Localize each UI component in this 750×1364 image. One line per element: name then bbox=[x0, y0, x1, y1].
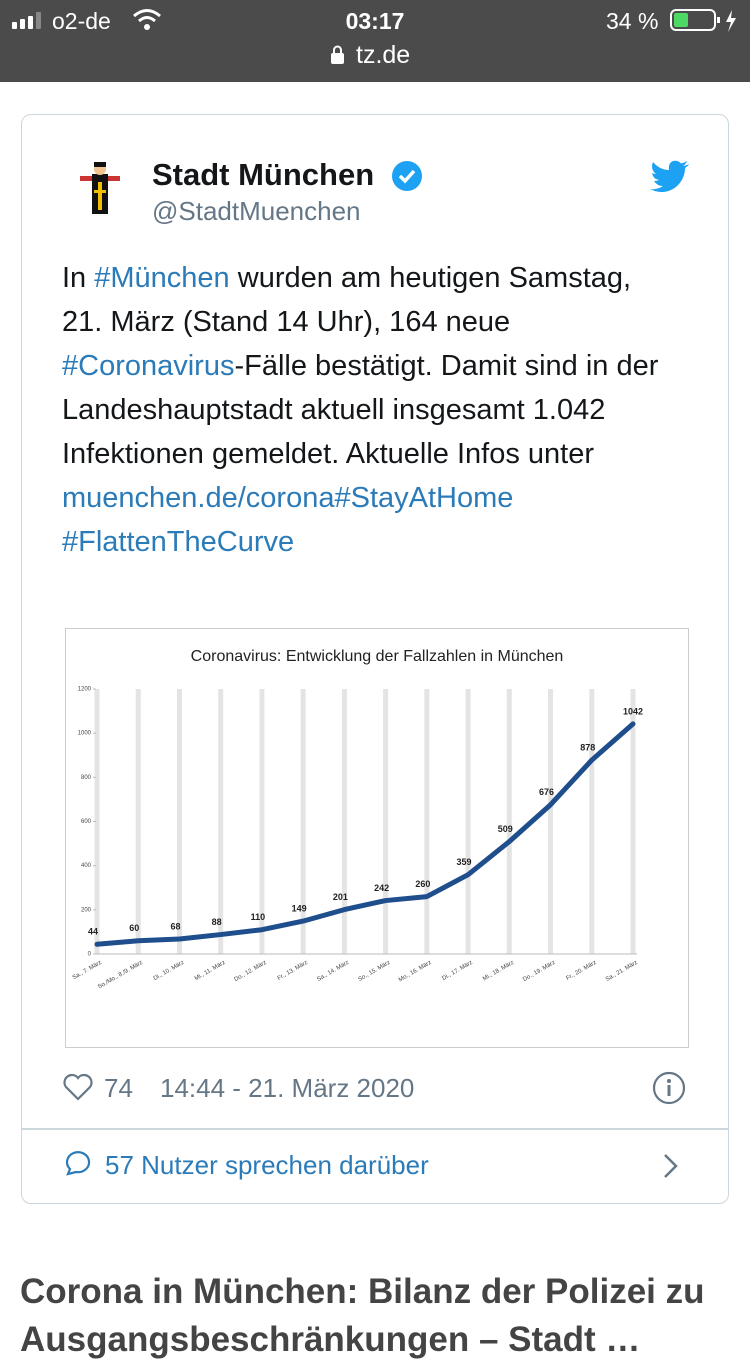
data-label: 242 bbox=[374, 883, 389, 893]
data-label: 110 bbox=[251, 912, 266, 922]
data-label: 44 bbox=[88, 927, 98, 937]
tweet-link[interactable]: #StayAtHome bbox=[334, 482, 514, 514]
timestamp[interactable]: 14:44 - 21. März 2020 bbox=[160, 1073, 415, 1103]
data-label: 676 bbox=[539, 787, 554, 797]
verified-badge bbox=[392, 161, 422, 191]
tweet-card bbox=[21, 114, 729, 1204]
battery-level: 34 % bbox=[606, 8, 659, 34]
y-tick-label: 1000 bbox=[78, 731, 92, 737]
x-tick-label: Sa., 7. März bbox=[72, 960, 103, 981]
data-label: 149 bbox=[292, 903, 307, 913]
avatar[interactable] bbox=[78, 160, 122, 220]
like-icon[interactable] bbox=[62, 1072, 94, 1102]
lock-icon bbox=[331, 45, 344, 64]
data-label: 60 bbox=[129, 923, 139, 933]
tweet-text-part: wurden am heutigen Samstag, 21. März (St… bbox=[62, 262, 632, 338]
data-label: 509 bbox=[498, 824, 513, 834]
x-tick-label: Do., 12. März bbox=[234, 960, 268, 983]
chart: Coronavirus: Entwicklung der Fallzahlen … bbox=[65, 628, 689, 1048]
x-tick-label: Sa., 21. März bbox=[605, 960, 639, 983]
data-label: 359 bbox=[457, 857, 472, 867]
reply-icon[interactable] bbox=[62, 1150, 94, 1180]
chevron-icon[interactable] bbox=[660, 1152, 682, 1180]
author-handle[interactable]: @StadtMuenchen bbox=[152, 196, 361, 226]
tweet-link[interactable]: #FlattenTheCurve bbox=[62, 526, 295, 558]
like-count: 74 bbox=[104, 1073, 133, 1103]
article-headline[interactable]: Corona in München: Bilanz der Polizei zu… bbox=[20, 1272, 705, 1359]
x-tick-label: Di., 17. März bbox=[441, 960, 473, 982]
data-line bbox=[94, 721, 636, 947]
y-tick-label: 800 bbox=[81, 775, 92, 781]
y-tick-label: 1200 bbox=[78, 687, 92, 693]
signal-icon bbox=[12, 12, 41, 29]
time: 03:17 bbox=[345, 8, 405, 34]
conversation-link[interactable]: 57 Nutzer sprechen darüber bbox=[105, 1150, 429, 1180]
x-tick-label: Mi., 11. März bbox=[194, 960, 227, 982]
twitter-logo[interactable] bbox=[650, 160, 690, 192]
x-tick-label: So./Mo., 8./9. März bbox=[97, 960, 144, 991]
carrier: o2-de bbox=[52, 8, 111, 34]
chart-title: Coronavirus: Entwicklung der Fallzahlen … bbox=[191, 648, 564, 665]
x-tick-label: Fr., 20. März bbox=[565, 960, 597, 982]
y-tick-label: 400 bbox=[81, 863, 92, 869]
data-label: 260 bbox=[415, 879, 430, 889]
x-tick-label: Sa., 14. März bbox=[316, 960, 350, 983]
tweet-link[interactable]: #München bbox=[94, 262, 230, 294]
tweet-text: In #München wurden am heutigen Samstag, … bbox=[62, 256, 672, 564]
status-bar: o2-de 03:17 34 % tz.de bbox=[0, 0, 750, 82]
tweet-text-part: In bbox=[62, 262, 95, 294]
x-tick-label: Mo., 16. März bbox=[398, 960, 433, 984]
tweet-link[interactable]: #Coronavirus bbox=[62, 350, 235, 382]
x-tick-label: Mi., 18. März bbox=[482, 960, 515, 983]
data-label: 68 bbox=[170, 921, 180, 931]
wifi-icon bbox=[133, 9, 161, 30]
url[interactable]: tz.de bbox=[356, 41, 411, 69]
y-tick-label: 0 bbox=[88, 952, 92, 958]
y-tick-label: 600 bbox=[81, 819, 92, 825]
data-label: 201 bbox=[333, 892, 348, 902]
x-tick-label: So., 15. März bbox=[357, 960, 391, 983]
x-tick-label: Di., 10. März bbox=[153, 960, 185, 982]
x-tick-label: Do., 19. März bbox=[522, 960, 556, 983]
tweet-link[interactable]: muenchen.de/corona bbox=[62, 482, 335, 514]
info-icon[interactable] bbox=[652, 1071, 686, 1105]
y-tick-label: 200 bbox=[81, 907, 92, 913]
data-label: 1042 bbox=[623, 706, 643, 716]
tweet-text-part: -Fälle bestätigt. Damit sind in der Land… bbox=[62, 350, 659, 470]
x-tick-label: Fr., 13. März bbox=[277, 960, 309, 982]
battery-icon bbox=[670, 9, 736, 32]
data-label: 878 bbox=[580, 742, 595, 752]
divider bbox=[21, 1128, 729, 1130]
data-label: 88 bbox=[212, 917, 222, 927]
author-name[interactable]: Stadt München bbox=[152, 157, 375, 192]
